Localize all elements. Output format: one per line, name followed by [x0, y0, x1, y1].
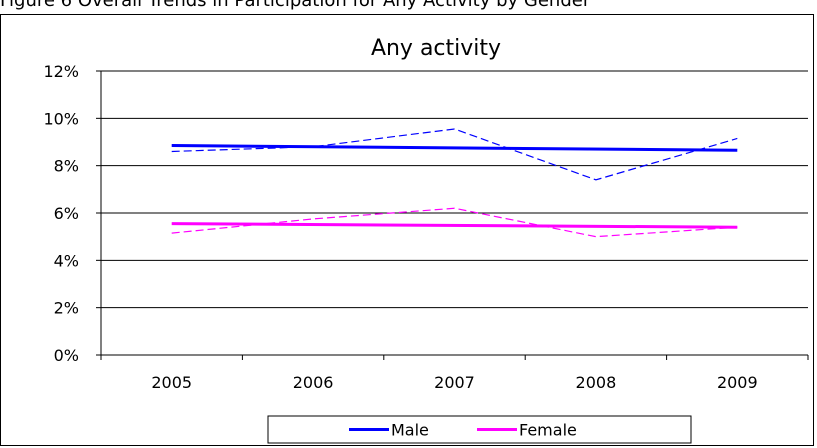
x-tick-label-3: 2008: [576, 373, 617, 392]
y-tick-label-6: 12%: [43, 62, 79, 81]
series-line-male: [171, 128, 738, 181]
series-lines: [171, 128, 738, 238]
figure-caption: Figure 6 Overall Trends in Participation…: [0, 0, 591, 11]
x-tick-label-1: 2006: [293, 373, 334, 392]
axes: 0% 2% 4% 6% 8% 10% 12% 2005 2006 2007 2008 2009: [43, 62, 809, 392]
trendline-male: [171, 144, 738, 152]
series-line-female: [171, 207, 738, 238]
y-tick-label-0: 0%: [54, 346, 79, 365]
gridlines: [101, 70, 808, 309]
y-tick-label-2: 4%: [54, 251, 79, 270]
legend-label-female: Female: [519, 421, 577, 440]
chart-frame: Any activity 0% 2% 4% 6% 8% 10% 12% 2005 2006 200…: [0, 14, 814, 446]
y-tick-label-4: 8%: [54, 157, 79, 176]
x-tick-label-2: 2007: [434, 373, 475, 392]
x-tick-label-0: 2005: [151, 373, 192, 392]
line-chart: Any activity 0% 2% 4% 6% 8% 10% 12% 2005 2006 200…: [43, 36, 809, 444]
y-tick-label-1: 2%: [54, 299, 79, 318]
x-tick-label-4: 2009: [717, 373, 758, 392]
y-tick-label-5: 10%: [43, 109, 79, 128]
trendline-female: [171, 222, 738, 229]
chart-title: Any activity: [371, 36, 501, 61]
legend-label-male: Male: [391, 421, 429, 440]
y-tick-label-3: 6%: [54, 204, 79, 223]
legend: Male Female: [267, 415, 692, 444]
